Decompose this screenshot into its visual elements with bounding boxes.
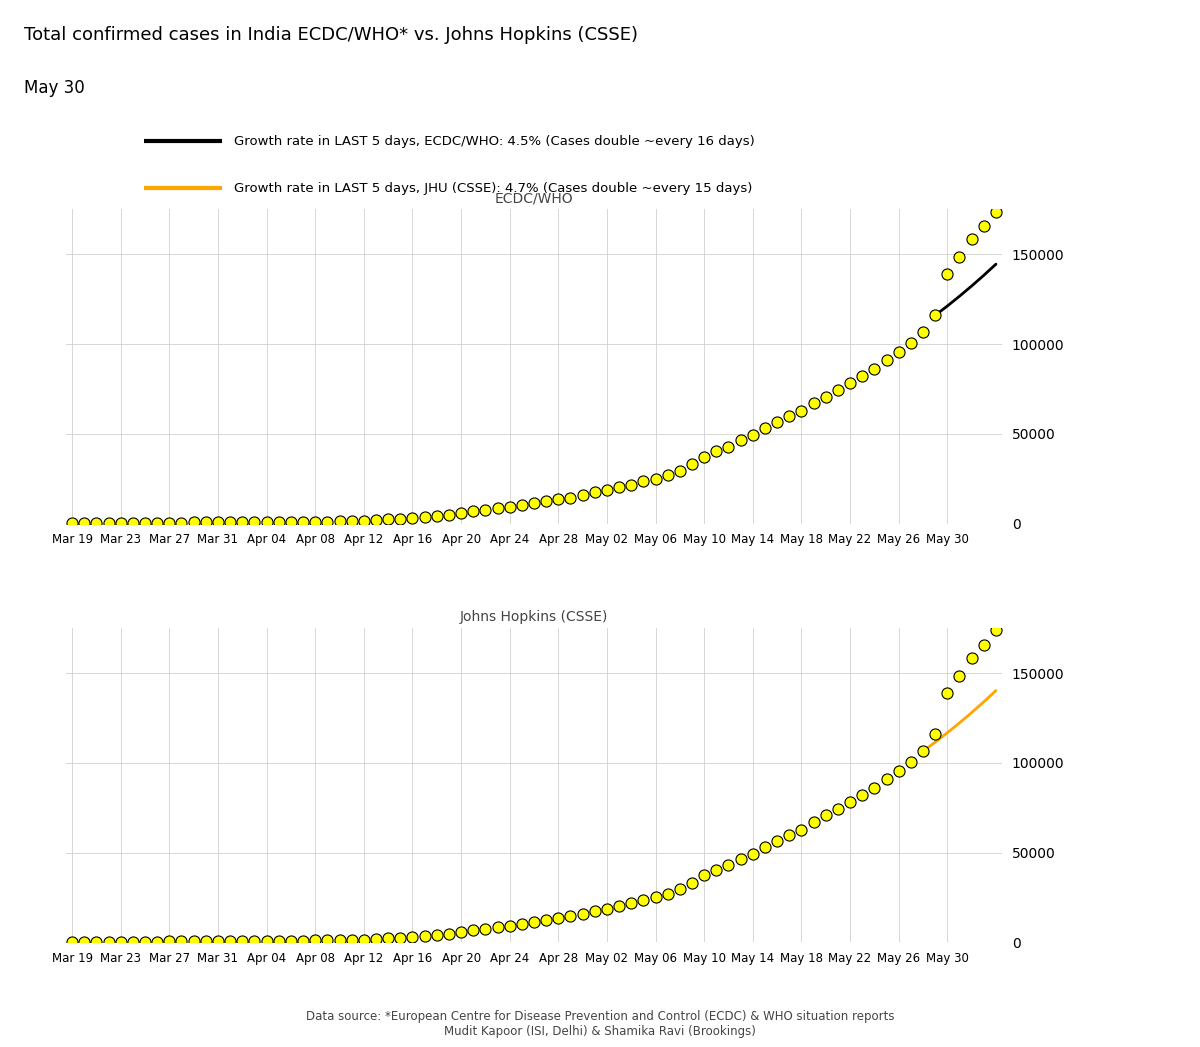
Title: Johns Hopkins (CSSE): Johns Hopkins (CSSE): [460, 610, 608, 624]
Text: Growth rate in LAST 5 days, ECDC/WHO: 4.5% (Cases double ~every 16 days): Growth rate in LAST 5 days, ECDC/WHO: 4.…: [234, 135, 755, 148]
Text: May 30: May 30: [24, 79, 85, 96]
Text: Growth rate in LAST 5 days, JHU (CSSE): 4.7% (Cases double ~every 15 days): Growth rate in LAST 5 days, JHU (CSSE): …: [234, 182, 752, 195]
Title: ECDC/WHO: ECDC/WHO: [494, 192, 574, 205]
Text: Total confirmed cases in India ECDC/WHO* vs. Johns Hopkins (CSSE): Total confirmed cases in India ECDC/WHO*…: [24, 26, 638, 44]
Text: Data source: *European Centre for Disease Prevention and Control (ECDC) & WHO si: Data source: *European Centre for Diseas…: [306, 1010, 894, 1039]
